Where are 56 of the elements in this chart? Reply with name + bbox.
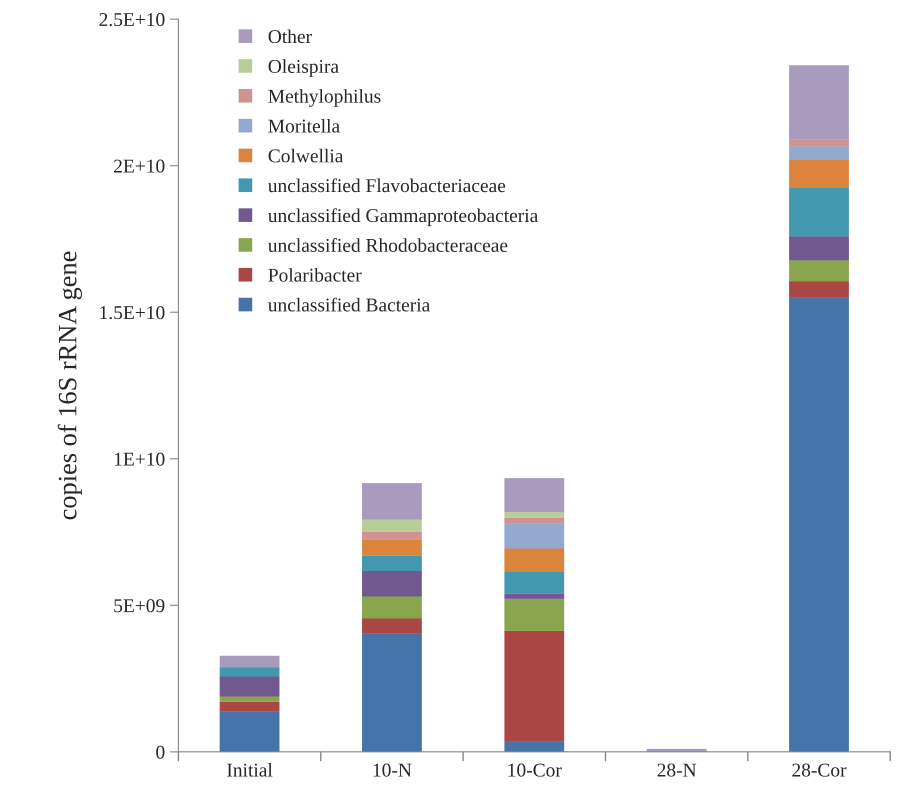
y-tick-label: 1E+10: [114, 452, 164, 466]
bar: [789, 187, 849, 236]
legend-label: unclassified Bacteria: [268, 298, 430, 312]
bar: [504, 571, 564, 594]
legend-label: unclassified Gammaproteobacteria: [268, 208, 538, 226]
bar: [362, 634, 422, 752]
bar: [362, 571, 422, 597]
y-axis-title: copies of 16S rRNA gene: [58, 252, 82, 520]
bar: [789, 65, 849, 140]
x-tick-label: 10-Cor: [508, 764, 562, 777]
bar: [362, 532, 422, 540]
x-tick-label: Initial: [227, 762, 272, 777]
bar: [504, 512, 564, 518]
legend-label: Oleispira: [268, 59, 339, 77]
bar: [504, 478, 564, 512]
bar: [362, 520, 422, 532]
legend-label: Other: [268, 29, 312, 44]
bar: [220, 667, 280, 677]
x-tick-label: 28-Cor: [792, 764, 846, 777]
bar: [220, 676, 280, 696]
bar: [504, 594, 564, 599]
bar: [220, 712, 280, 752]
bar: [220, 696, 280, 702]
bar: [789, 146, 849, 160]
bar: [504, 630, 564, 742]
x-tick-label: 10-N: [374, 764, 412, 777]
y-tick-label: 2.5E+10: [99, 12, 164, 26]
legend-label: Moritella: [268, 118, 340, 133]
bar: [504, 518, 564, 524]
legend-label: unclassified Flavobacteriaceae: [268, 178, 506, 192]
bar: [504, 598, 564, 631]
bar: [789, 260, 849, 282]
bar: [504, 524, 564, 548]
bar: [362, 618, 422, 634]
bar: [789, 236, 849, 260]
bar: [789, 139, 849, 146]
y-tick-label: 2E+10: [114, 160, 164, 173]
y-tick-label: 0: [156, 746, 164, 759]
y-tick-label: 5E+09: [114, 599, 164, 612]
legend-label: Polaribacter: [268, 268, 362, 282]
bar: [362, 483, 422, 520]
bar: [504, 548, 564, 572]
bar: [504, 742, 564, 752]
bar: [362, 556, 422, 572]
legend-label: Colwellia: [268, 148, 344, 162]
legend-label: Methylophilus: [268, 89, 380, 107]
y-tick-label: 1.5E+10: [100, 306, 164, 320]
bar: [220, 656, 280, 668]
bar: [362, 540, 422, 556]
bar: [789, 281, 849, 298]
x-tick-label: 28-N: [658, 764, 696, 777]
legend-label: unclassified Rhodobacteraceae: [268, 238, 508, 252]
bar: [789, 298, 849, 752]
bar: [362, 596, 422, 619]
bar: [220, 702, 280, 712]
bar: [789, 159, 849, 188]
